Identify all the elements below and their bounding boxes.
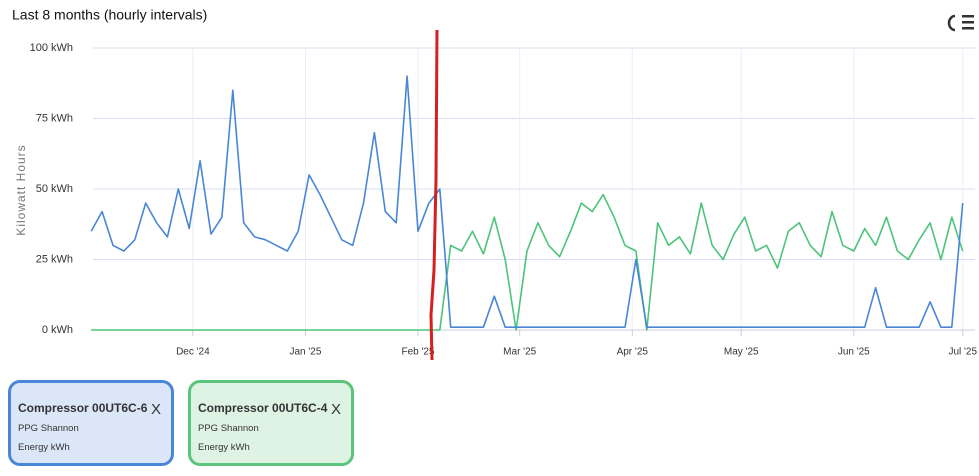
x-tick-label: Feb '25 [401, 347, 434, 358]
card-unit: Energy kWh [198, 442, 250, 453]
x-tick-label: Mar '25 [503, 347, 536, 358]
y-tick-label: 0 kWh [42, 324, 73, 336]
series-line [91, 193, 964, 331]
card-name: Compressor 00UT6C-6 [18, 401, 148, 415]
card-site: PPG Shannon [198, 423, 259, 434]
x-tick-label: Dec '24 [176, 347, 210, 358]
card-unit: Energy kWh [18, 442, 70, 453]
chart: Last 8 months (hourly intervals) Kilowat… [12, 7, 977, 361]
y-tick-label: 25 kWh [36, 253, 73, 265]
card-site: PPG Shannon [18, 423, 79, 434]
x-tick-label: May '25 [724, 347, 759, 358]
annotation-marker [429, 29, 439, 361]
remove-button[interactable]: X [330, 401, 341, 418]
remove-button[interactable]: X [150, 401, 161, 418]
series-card[interactable]: Compressor 00UT6C-4 PPG Shannon Energy k… [188, 380, 354, 466]
x-tick-label: Jun '25 [838, 347, 870, 358]
menu-button[interactable] [962, 15, 974, 30]
y-tick-label: 50 kWh [36, 183, 73, 195]
chart-title: Last 8 months (hourly intervals) [12, 7, 207, 23]
y-tick-label: 75 kWh [36, 112, 73, 124]
x-tick-label: Apr '25 [617, 347, 649, 358]
card-name: Compressor 00UT6C-4 [198, 401, 328, 415]
series-card[interactable]: Compressor 00UT6C-6 PPG Shannon Energy k… [8, 380, 174, 466]
x-tick-label: Jan '25 [289, 347, 321, 358]
y-tick-label: 100 kWh [30, 42, 73, 54]
refresh-button[interactable] [947, 14, 956, 32]
x-tick-label: Jul '25 [948, 347, 977, 358]
series-line [90, 75, 964, 328]
y-axis-label: Kilowatt Hours [14, 144, 28, 235]
